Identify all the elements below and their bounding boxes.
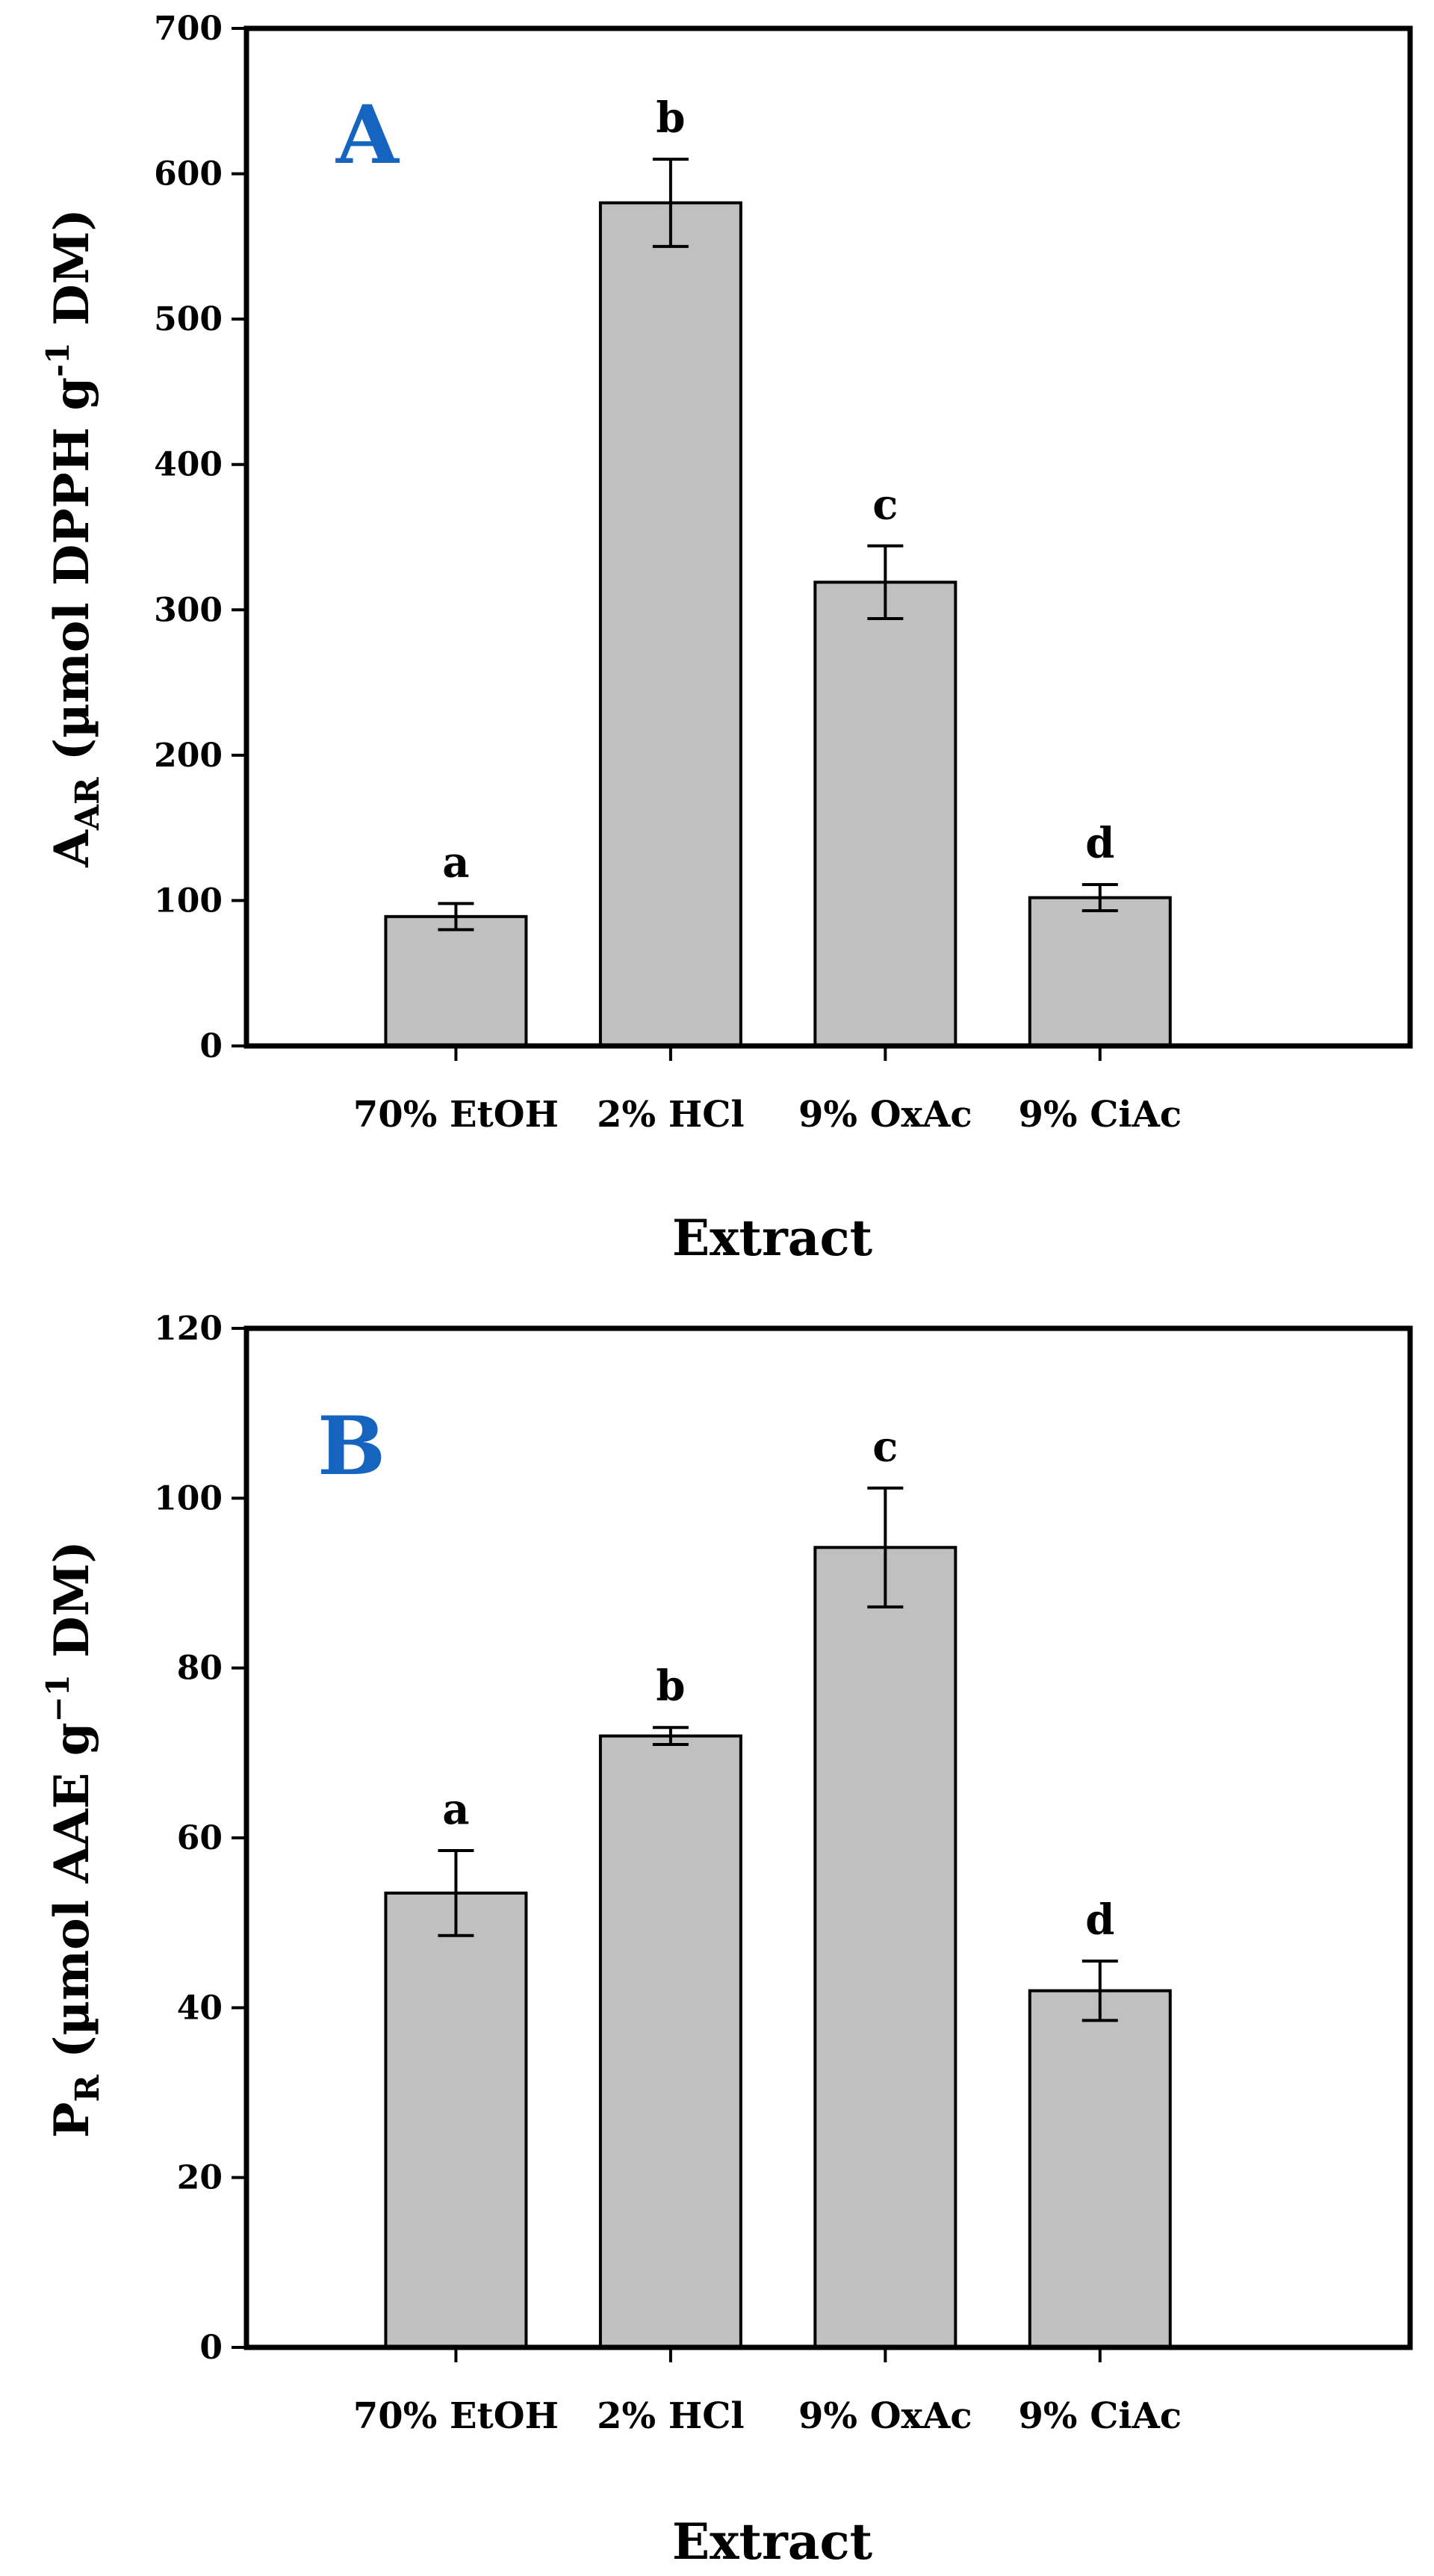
y-tick-label-4: 80 [177,1650,223,1688]
error-bar-3 [867,1486,904,1609]
x-tick-label-3: 9% OxAc [798,2395,972,2437]
significance-label-3: c [872,1422,898,1472]
y-tick-label-6: 120 [154,1310,223,1348]
plot-frame [243,25,1413,1049]
bar-1 [384,1891,528,2349]
error-bar-4 [1081,883,1118,913]
bar-3 [813,580,957,1047]
y-tick-label-6: 600 [154,155,223,193]
panel-label: A [335,88,400,182]
significance-label-2: b [656,93,685,143]
x-tick-label-2: 2% HCl [597,2395,745,2437]
significance-label-2: b [656,1662,685,1711]
error-bar-2 [652,158,689,248]
error-bar-2 [652,1726,689,1746]
y-tick-label-1: 100 [154,882,223,920]
y-tick-label-2: 200 [154,737,223,775]
y-tick-label-1: 20 [177,2159,223,2197]
y-tick-label-4: 400 [154,446,223,484]
y-axis-title: AAR (µmol DPPH g-1 DM) [40,208,107,868]
plot-frame [243,1325,1413,2350]
y-axis-title: PR (µmol AAE g−1 DM) [40,1541,107,2138]
bar-2 [598,201,742,1047]
significance-label-4: d [1085,819,1114,868]
chart-panel-a: a 70% EtOH b 2% HCl c 9% OxAc d 9% CiAc 0 100 200 3… [40,10,1413,1267]
significance-label-1: a [442,1785,469,1834]
x-tick-label-2: 2% HCl [597,1094,745,1136]
y-tick-label-3: 60 [177,1819,223,1857]
x-tick-label-1: 70% EtOH [353,2395,559,2437]
bar-3 [813,1546,957,2349]
bar-1 [384,914,528,1047]
y-tick-label-5: 500 [154,300,223,338]
error-bar-1 [438,1849,474,1937]
x-tick-label-4: 9% CiAc [1018,1094,1182,1136]
error-bar-1 [438,902,474,932]
error-bar-3 [867,544,904,620]
x-tick-label-4: 9% CiAc [1018,2395,1182,2437]
y-tick-label-2: 40 [177,1989,223,2027]
y-tick-label-5: 100 [154,1479,223,1517]
panel-label: B [317,1399,385,1493]
y-tick-label-3: 300 [154,591,223,629]
x-axis-title: Extract [672,2512,873,2571]
x-tick-label-3: 9% OxAc [798,1094,972,1136]
bar-4 [1028,1989,1172,2350]
y-tick-label-0: 0 [199,2329,223,2367]
significance-label-4: d [1085,1895,1114,1945]
error-bar-4 [1081,1959,1118,2022]
significance-label-1: a [442,837,469,887]
y-tick-label-7: 700 [154,10,223,48]
bar-2 [598,1734,742,2350]
x-axis-title: Extract [672,1209,873,1267]
significance-label-3: c [872,480,898,530]
y-tick-label-0: 0 [199,1027,223,1065]
x-tick-label-1: 70% EtOH [353,1094,559,1136]
bar-4 [1028,896,1172,1047]
chart-panel-b: a 70% EtOH b 2% HCl c 9% OxAc d 9% CiAc 0 20 40 60 8… [40,1310,1413,2571]
